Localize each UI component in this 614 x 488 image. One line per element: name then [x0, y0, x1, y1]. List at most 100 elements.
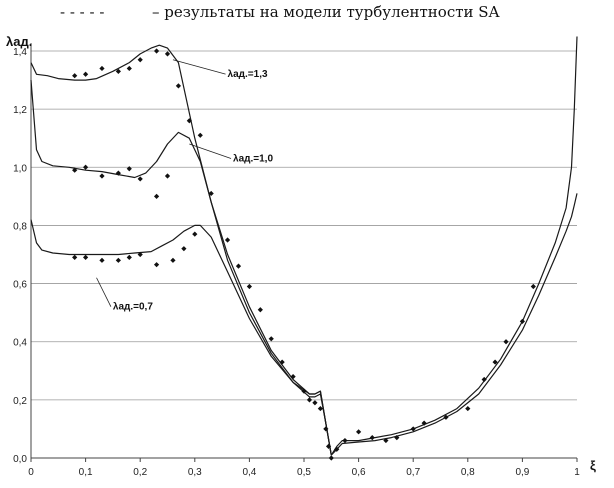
data-point — [301, 388, 307, 394]
data-point — [519, 318, 525, 324]
data-point — [83, 164, 89, 170]
series-line-4 — [330, 36, 578, 456]
data-points — [72, 48, 536, 461]
x-tick-label: 0,5 — [297, 467, 311, 478]
data-point — [279, 359, 285, 365]
data-point — [208, 190, 214, 197]
data-point — [306, 397, 313, 403]
y-tick-label: 0,0 — [13, 454, 27, 465]
data-point — [137, 251, 143, 258]
data-point — [325, 443, 332, 449]
data-point — [153, 193, 160, 199]
y-tick-label: 0,8 — [13, 221, 27, 232]
x-tick-label: 0 — [28, 467, 34, 478]
y-tick-label: 0,4 — [13, 338, 27, 349]
data-point — [186, 118, 192, 124]
annotations: λад.=1,3 λад.=1,0 λад.=0,7 — [96, 59, 273, 313]
series-line-5 — [330, 193, 578, 456]
data-point — [126, 65, 132, 72]
annotation-label: λад.=1,3 — [228, 69, 268, 80]
data-point — [115, 68, 121, 74]
data-point — [197, 132, 203, 138]
legend-caption: – результаты на модели турбулентности SA — [152, 3, 500, 21]
data-point — [235, 263, 242, 269]
data-point — [421, 420, 427, 426]
data-point — [394, 435, 400, 441]
x-tick-label: 0,6 — [352, 467, 366, 478]
data-point — [383, 437, 389, 444]
data-point — [153, 262, 160, 268]
x-tick-label: 0,3 — [188, 467, 202, 478]
grid — [31, 50, 577, 401]
y-tick-label: 0,2 — [13, 396, 27, 407]
series-lines — [30, 36, 578, 456]
data-point — [342, 437, 348, 444]
x-tick-label: 0,8 — [461, 467, 475, 478]
data-point — [115, 170, 121, 176]
data-point — [257, 307, 263, 313]
data-point — [99, 173, 105, 179]
annotation-label: λад.=1,0 — [233, 153, 273, 164]
data-point — [312, 400, 318, 406]
axes — [30, 43, 578, 462]
data-point — [164, 51, 171, 57]
data-point — [224, 237, 231, 243]
data-point — [126, 166, 132, 172]
data-point — [72, 73, 78, 79]
data-point — [83, 254, 89, 261]
y-axis-label: λад. — [6, 34, 32, 49]
data-point — [72, 167, 78, 173]
x-tick-label: 0,2 — [133, 467, 147, 478]
data-point — [115, 257, 121, 263]
data-point — [137, 57, 143, 63]
data-point — [72, 254, 78, 261]
data-point — [465, 405, 471, 412]
data-point — [175, 83, 182, 89]
data-point — [317, 405, 323, 412]
data-point — [137, 176, 143, 182]
data-point — [126, 254, 132, 261]
x-tick-label: 0,1 — [79, 467, 93, 478]
header: - - - - - – результаты на модели турбуле… — [60, 3, 500, 21]
data-point — [246, 283, 252, 290]
data-point — [503, 339, 509, 345]
data-point — [328, 455, 334, 461]
data-point — [83, 71, 89, 77]
series-line-3 — [30, 219, 332, 456]
legend-dashes: - - - - - — [60, 3, 104, 21]
x-tick-label: 0,7 — [406, 467, 420, 478]
data-point — [369, 435, 375, 441]
annotation-leader — [189, 143, 232, 159]
y-tick-labels: 0,0 0,2 0,4 0,6 0,8 1,0 1,2 1,4 — [13, 47, 27, 465]
series-line-2 — [30, 80, 332, 456]
y-tick-label: 0,6 — [13, 280, 27, 291]
data-point — [181, 246, 187, 252]
annotation-leader — [96, 277, 112, 307]
data-point — [99, 257, 105, 263]
annotation-label: λад.=0,7 — [113, 302, 153, 313]
data-point — [443, 414, 449, 420]
x-tick-label: 0,4 — [242, 467, 256, 478]
data-point — [290, 374, 296, 380]
data-point — [356, 429, 362, 435]
data-point — [99, 65, 105, 72]
y-tick-label: 1,4 — [13, 47, 27, 58]
y-tick-label: 1,2 — [13, 105, 27, 116]
x-tick-labels: 0 0,1 0,2 0,3 0,4 0,5 0,6 0,7 0,8 0,9 1 — [28, 467, 580, 478]
x-axis-label: ξ — [590, 458, 596, 473]
data-point — [192, 231, 198, 237]
y-tick-label: 1,0 — [13, 163, 27, 174]
data-point — [492, 359, 498, 365]
data-point — [153, 48, 160, 54]
x-tick-label: 1 — [574, 467, 580, 478]
data-point — [164, 173, 171, 179]
data-point — [323, 426, 329, 432]
data-point — [410, 426, 416, 432]
data-point — [268, 336, 274, 342]
annotation-leader — [172, 59, 226, 75]
data-point — [481, 376, 487, 383]
data-point — [530, 283, 536, 290]
data-point — [334, 446, 340, 452]
series-line-1 — [30, 44, 332, 456]
